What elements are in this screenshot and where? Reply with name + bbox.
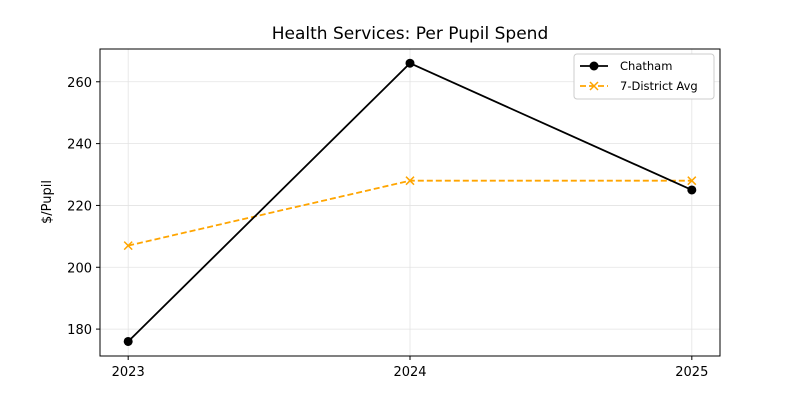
- chart-title: Health Services: Per Pupil Spend: [272, 24, 549, 44]
- legend-marker: [589, 61, 599, 71]
- y-tick-label: 240: [67, 138, 92, 153]
- data-point: [123, 241, 133, 251]
- legend-label: 7-District Avg: [620, 79, 698, 93]
- y-tick-label: 180: [67, 323, 92, 338]
- y-tick-label: 200: [67, 261, 92, 276]
- data-point: [687, 176, 697, 186]
- x-tick-label: 2025: [675, 365, 708, 380]
- legend: Chatham 7-District Avg: [573, 53, 715, 100]
- y-axis-label: $/Pupil: [40, 180, 55, 224]
- y-tick-label: 220: [67, 199, 92, 214]
- series-group: [123, 58, 697, 346]
- x-tick-label: 2024: [393, 365, 426, 380]
- legend-label: Chatham: [620, 59, 672, 73]
- data-point: [123, 336, 133, 346]
- legend-marker: [589, 81, 599, 91]
- data-point: [405, 176, 415, 186]
- data-point: [687, 185, 697, 195]
- data-point: [405, 58, 415, 68]
- ticks: 2023 2024 2025 180 200 220 240 260: [67, 76, 708, 380]
- y-tick-label: 260: [67, 76, 92, 91]
- x-tick-label: 2023: [112, 365, 145, 380]
